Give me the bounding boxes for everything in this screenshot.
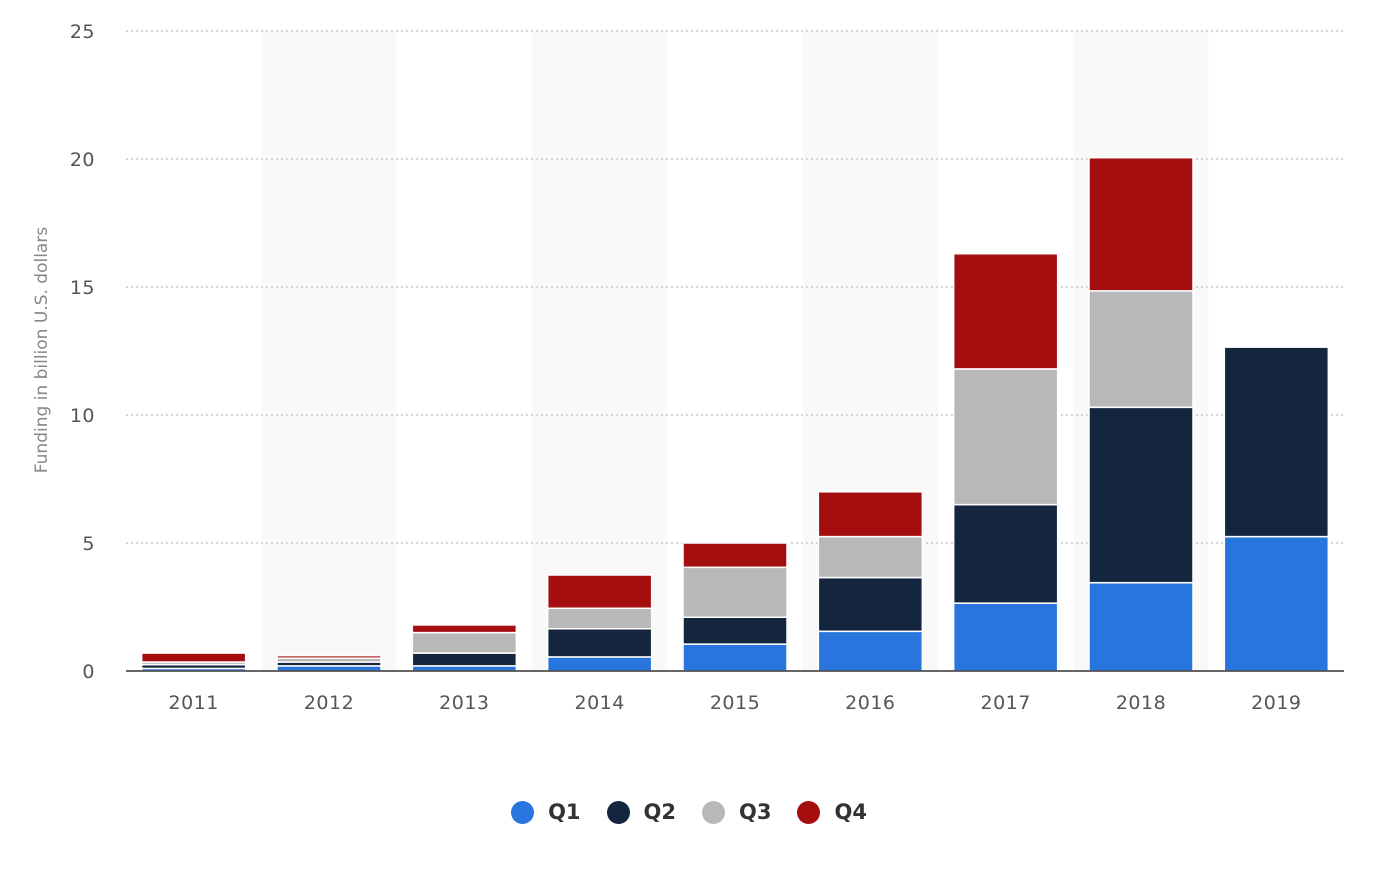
x-tick-label: 2016 xyxy=(845,692,895,714)
y-tick-label: 25 xyxy=(70,21,95,43)
legend-label: Q2 xyxy=(643,800,676,824)
bar-segment-q3-2018[interactable] xyxy=(1088,290,1194,409)
bar-segment-q1-2017[interactable] xyxy=(952,602,1059,672)
bars xyxy=(140,156,1330,672)
x-tick-label: 2014 xyxy=(574,692,624,714)
x-tick-label: 2013 xyxy=(439,692,489,714)
bar-segment-q1-2019[interactable] xyxy=(1223,535,1330,672)
bar-segment-q4-2011[interactable] xyxy=(140,652,247,663)
column-band xyxy=(261,31,397,671)
bar-segment-q4-2013[interactable] xyxy=(411,624,518,634)
bar-segment-q1-2016[interactable] xyxy=(817,630,924,672)
bar-segment-q1-2014[interactable] xyxy=(546,656,653,672)
legend-swatch xyxy=(511,800,535,824)
legend-label: Q3 xyxy=(739,800,772,824)
bar-segment-q2-2014[interactable] xyxy=(546,628,653,658)
bar-segment-q4-2018[interactable] xyxy=(1088,156,1194,292)
x-axis-tick-labels: 2011 2012 2013 2014 2015 2016 2017 2018 2019 xyxy=(168,692,1301,714)
legend-swatch xyxy=(797,800,821,824)
bar-segment-q1-2015[interactable] xyxy=(682,643,788,672)
bar-segment-q4-2014[interactable] xyxy=(546,574,653,610)
y-tick-label: 15 xyxy=(70,277,95,299)
x-tick-label: 2012 xyxy=(304,692,354,714)
bar-segment-q3-2015[interactable] xyxy=(682,566,788,618)
y-tick-label: 5 xyxy=(82,533,95,555)
bar-segment-q4-2016[interactable] xyxy=(817,491,924,538)
legend-label: Q1 xyxy=(548,800,581,824)
bar-segment-q1-2018[interactable] xyxy=(1088,581,1194,672)
y-tick-label: 0 xyxy=(82,661,95,683)
bar-segment-q2-2013[interactable] xyxy=(411,652,518,667)
y-tick-label: 20 xyxy=(70,149,95,171)
x-tick-label: 2018 xyxy=(1116,692,1166,714)
y-axis-tick-labels: 0 5 10 15 20 25 xyxy=(70,21,95,683)
bar-segment-q2-2018[interactable] xyxy=(1088,406,1194,584)
x-tick-label: 2019 xyxy=(1251,692,1301,714)
bar-segment-q2-2016[interactable] xyxy=(817,576,924,633)
legend-swatch xyxy=(606,800,630,824)
legend-item-q2[interactable]: Q2 xyxy=(606,800,676,824)
legend-item-q3[interactable]: Q3 xyxy=(702,800,771,824)
bar-segment-q2-2019[interactable] xyxy=(1223,346,1330,538)
bar-segment-q4-2012[interactable] xyxy=(276,654,382,659)
bar-segment-q3-2016[interactable] xyxy=(817,535,924,579)
x-tick-label: 2011 xyxy=(168,692,218,714)
bar-segment-q4-2015[interactable] xyxy=(682,542,788,569)
x-tick-label: 2017 xyxy=(980,692,1030,714)
legend-item-q1[interactable]: Q1 xyxy=(511,800,581,824)
bar-segment-q1-2012[interactable] xyxy=(276,665,382,672)
bar-segment-q1-2013[interactable] xyxy=(411,665,518,672)
legend-swatch xyxy=(702,800,725,824)
legend-label: Q4 xyxy=(834,800,867,824)
bar-segment-q3-2017[interactable] xyxy=(952,368,1059,506)
bar-segment-q3-2014[interactable] xyxy=(546,607,653,630)
bar-segment-q2-2017[interactable] xyxy=(952,503,1059,604)
bar-segment-q3-2013[interactable] xyxy=(411,631,518,654)
bar-segment-q2-2015[interactable] xyxy=(682,616,788,645)
y-tick-label: 10 xyxy=(70,405,95,427)
legend-item-q4[interactable]: Q4 xyxy=(797,800,867,824)
x-tick-label: 2015 xyxy=(710,692,760,714)
legend: Q1 Q2 Q3 Q4 xyxy=(0,800,1378,824)
y-axis-title: Funding in billion U.S. dollars xyxy=(32,227,52,474)
column-band xyxy=(532,31,668,671)
bar-segment-q4-2017[interactable] xyxy=(952,252,1059,370)
